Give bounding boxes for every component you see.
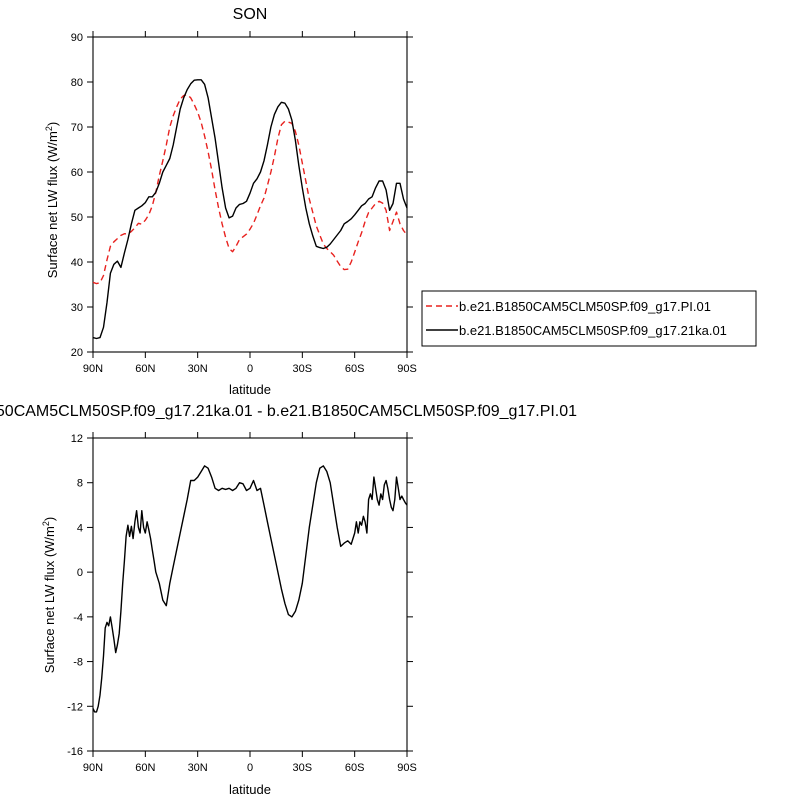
bottom-y-tick-label: 12 <box>71 433 83 445</box>
top-series-line-1 <box>92 79 408 340</box>
top-y-tick-label: 60 <box>71 167 83 179</box>
bottom-y-tick-label: -8 <box>73 657 83 669</box>
bottom-plot-frame <box>92 437 408 752</box>
top-x-tick-label: 30N <box>188 363 208 375</box>
bottom-chart: b.e21.B1850CAM5CLM50SP.f09_g17.21ka.01 -… <box>0 403 577 797</box>
legend-label-pi: b.e21.B1850CAM5CLM50SP.f09_g17.PI.01 <box>459 299 711 314</box>
top-x-tick-label: 90N <box>83 363 103 375</box>
top-y-axis-label: Surface net LW flux (W/m2) <box>44 122 60 279</box>
bottom-y-tick-label: 4 <box>77 522 83 534</box>
top-y-tick-label: 40 <box>71 257 83 269</box>
top-chart: SON 20 30 40 50 60 70 80 90 90N 60N 30N 0 30S 60S 90S… <box>44 6 417 397</box>
bottom-y-axis-label-main: Surface net LW flux (W/m <box>42 526 57 673</box>
legend-label-21ka: b.e21.B1850CAM5CLM50SP.f09_g17.21ka.01 <box>459 323 727 338</box>
top-x-tick-label: 0 <box>247 363 253 375</box>
top-y-axis-label-close: ) <box>45 122 60 126</box>
top-y-tick-label: 70 <box>71 122 83 134</box>
bottom-x-tick-label: 90N <box>83 762 103 774</box>
bottom-x-axis-label: latitude <box>229 782 271 797</box>
top-x-tick-label: 90S <box>397 363 417 375</box>
bottom-series-lines <box>92 465 408 713</box>
bottom-y-axis-label-close: ) <box>42 517 57 521</box>
legend-box <box>421 290 757 347</box>
top-y-tick-label: 20 <box>71 347 83 359</box>
top-y-tick-label: 50 <box>71 212 83 224</box>
top-y-axis: 20 30 40 50 60 70 80 90 <box>71 32 413 359</box>
top-y-axis-label-sup: 2 <box>44 126 54 131</box>
bottom-y-tick-label: -4 <box>73 612 83 624</box>
bottom-x-tick-label: 90S <box>397 762 417 774</box>
top-x-axis-label: latitude <box>229 382 271 397</box>
bottom-y-tick-label: -12 <box>67 701 83 713</box>
top-x-tick-label: 60S <box>345 363 365 375</box>
top-x-tick-label: 60N <box>135 363 155 375</box>
top-series-line-0 <box>92 93 408 285</box>
bottom-series-line-0 <box>92 465 408 713</box>
bottom-y-tick-label: 0 <box>77 567 83 579</box>
top-x-tick-label: 30S <box>293 363 313 375</box>
top-series-lines <box>92 79 408 340</box>
bottom-x-tick-label: 60S <box>345 762 365 774</box>
top-y-tick-label: 80 <box>71 77 83 89</box>
bottom-chart-title: b.e21.B1850CAM5CLM50SP.f09_g17.21ka.01 -… <box>0 403 577 420</box>
top-y-tick-label: 90 <box>71 32 83 44</box>
bottom-x-tick-label: 30S <box>293 762 313 774</box>
bottom-y-axis-label: Surface net LW flux (W/m2) <box>41 517 57 674</box>
top-y-tick-label: 30 <box>71 302 83 314</box>
bottom-y-tick-label: 8 <box>77 478 83 490</box>
legend: b.e21.B1850CAM5CLM50SP.f09_g17.PI.01 b.e… <box>421 290 757 347</box>
bottom-y-axis-label-sup: 2 <box>41 521 51 526</box>
bottom-x-axis: 90N 60N 30N 0 30S 60S 90S <box>83 432 417 774</box>
bottom-y-tick-label: -16 <box>67 746 83 758</box>
top-x-axis: 90N 60N 30N 0 30S 60S 90S <box>83 31 417 375</box>
bottom-y-axis: -16 -12 -8 -4 0 4 8 12 <box>67 433 413 758</box>
bottom-x-tick-label: 0 <box>247 762 253 774</box>
bottom-x-tick-label: 30N <box>188 762 208 774</box>
bottom-x-tick-label: 60N <box>135 762 155 774</box>
top-y-axis-label-main: Surface net LW flux (W/m <box>45 131 60 278</box>
top-chart-title: SON <box>233 6 268 23</box>
